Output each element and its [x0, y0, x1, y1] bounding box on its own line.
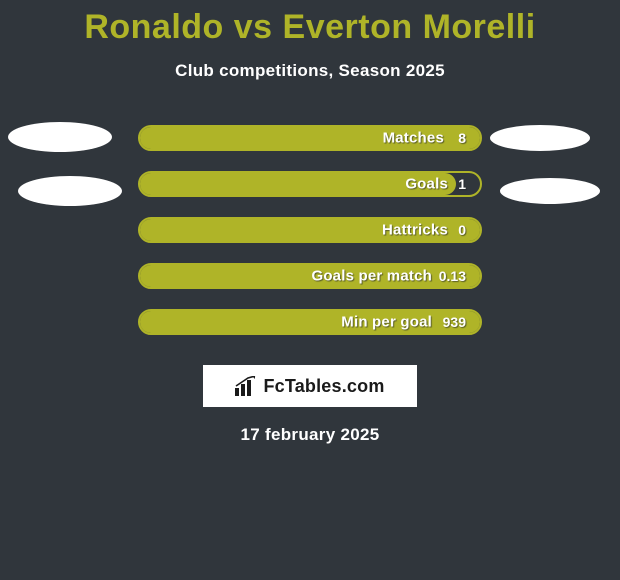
brand-box: FcTables.com [203, 365, 417, 407]
stat-label: Goals per match [311, 268, 432, 285]
stat-bar: Min per goal 939 [138, 309, 482, 335]
avatar-left-2 [18, 176, 122, 206]
stat-value: 939 [443, 314, 466, 330]
stat-bar: Matches 8 [138, 125, 482, 151]
stat-label: Goals [405, 176, 448, 193]
stat-label: Matches [383, 130, 444, 147]
stat-bar: Hattricks 0 [138, 217, 482, 243]
stat-bar: Goals 1 [138, 171, 482, 197]
subtitle: Club competitions, Season 2025 [0, 61, 620, 81]
avatar-left-1 [8, 122, 112, 152]
stat-bars: Matches 8 Goals 1 Hattricks 0 Goals per match 0… [0, 125, 620, 335]
chart-icon [235, 376, 257, 396]
stat-label: Hattricks [382, 222, 448, 239]
avatar-right-1 [490, 125, 590, 151]
stat-value: 0.13 [439, 268, 466, 284]
stat-value: 0 [458, 222, 466, 238]
brand-text: FcTables.com [263, 376, 384, 397]
date-text: 17 february 2025 [0, 425, 620, 445]
page-title: Ronaldo vs Everton Morelli [0, 0, 620, 47]
stat-value: 8 [458, 130, 466, 146]
comparison-card: Ronaldo vs Everton Morelli Club competit… [0, 0, 620, 580]
stat-bar: Goals per match 0.13 [138, 263, 482, 289]
stat-value: 1 [458, 176, 466, 192]
avatar-right-2 [500, 178, 600, 204]
stat-label: Min per goal [341, 314, 432, 331]
